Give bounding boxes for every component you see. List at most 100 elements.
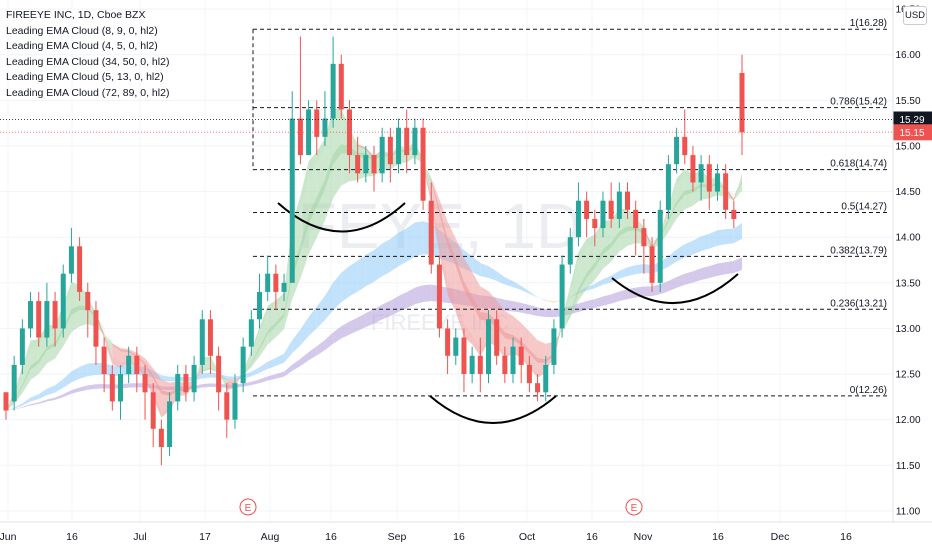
ema-cloud-5-13 — [513, 315, 522, 357]
ema-cloud-72-89 — [594, 296, 603, 308]
candle-body — [420, 127, 426, 201]
ema-cloud-34-50 — [14, 403, 23, 409]
ema-cloud-72-89 — [6, 409, 15, 411]
ema-cloud-34-50 — [692, 236, 702, 255]
candle-body — [551, 328, 557, 365]
ema-cloud-34-50 — [504, 277, 514, 287]
ema-cloud-34-50 — [602, 275, 612, 285]
candle-body — [543, 364, 549, 393]
candle-body — [445, 328, 451, 356]
ema-cloud-8-9 — [562, 313, 571, 336]
indicator-item[interactable]: Leading EMA Cloud (72, 89, 0, hl2) — [6, 86, 170, 99]
candle-body — [44, 301, 50, 338]
candle-body — [199, 319, 205, 365]
ema-cloud-34-50 — [341, 266, 350, 303]
ema-cloud-34-50 — [365, 250, 374, 287]
ema-cloud-72-89 — [284, 364, 293, 377]
ema-cloud-72-89 — [652, 284, 661, 297]
currency-button[interactable]: USD — [903, 6, 927, 25]
ema-cloud-72-89 — [22, 404, 31, 408]
ema-cloud-8-9 — [586, 262, 595, 279]
ema-cloud-72-89 — [324, 332, 334, 351]
ema-cloud-8-9 — [300, 214, 309, 254]
ema-cloud-72-89 — [300, 352, 309, 367]
indicator-item[interactable]: Leading EMA Cloud (34, 50, 0, hl2) — [6, 55, 170, 68]
ema-cloud-4-5 — [357, 144, 366, 150]
indicator-item[interactable]: Leading EMA Cloud (4, 5, 0, hl2) — [6, 40, 158, 52]
ema-cloud-5-13 — [431, 178, 440, 241]
ema-cloud-72-89 — [545, 309, 554, 318]
candle-body — [371, 155, 377, 174]
ema-cloud-34-50 — [586, 283, 595, 291]
candle-body — [657, 209, 663, 283]
earnings-marker[interactable] — [625, 498, 643, 516]
ema-cloud-72-89 — [349, 317, 358, 335]
candle-body — [273, 273, 279, 292]
ema-cloud-72-89 — [30, 402, 39, 406]
ema-cloud-5-13 — [668, 186, 677, 233]
ema-cloud-72-89 — [292, 358, 301, 371]
symbol-title[interactable]: FIREEYE INC, 1D, Cboe BZX — [6, 9, 146, 21]
ema-cloud-34-50 — [537, 297, 546, 302]
x-tick-label: 16 — [586, 531, 598, 543]
ema-cloud-5-13 — [586, 242, 595, 289]
fib-label: 0.5(14.27) — [841, 202, 887, 213]
ema-cloud-72-89 — [259, 376, 268, 384]
ema-cloud-8-9 — [684, 189, 693, 196]
ema-cloud-4-5 — [300, 161, 309, 211]
ema-cloud-72-89 — [521, 302, 530, 315]
ema-cloud-8-9 — [46, 342, 56, 351]
indicator-item[interactable]: Leading EMA Cloud (8, 9, 0, hl2) — [6, 24, 158, 37]
ema-cloud-8-9 — [22, 365, 31, 387]
candle-body — [52, 301, 58, 329]
ema-cloud-34-50 — [226, 376, 235, 380]
ema-cloud-72-89 — [684, 271, 693, 285]
ema-cloud-5-13 — [38, 330, 47, 374]
ema-cloud-72-89 — [504, 299, 514, 312]
ema-cloud-8-9 — [537, 358, 546, 363]
candle-body — [101, 346, 107, 375]
ema-cloud-5-13 — [447, 221, 456, 299]
ema-cloud-72-89 — [55, 394, 64, 400]
ema-cloud-34-50 — [717, 229, 726, 246]
ema-cloud-34-50 — [292, 329, 301, 354]
ema-cloud-72-89 — [529, 305, 538, 316]
candle-body — [649, 246, 655, 283]
candle-body — [461, 337, 467, 375]
ema-cloud-4-5 — [439, 240, 448, 295]
candle-body — [592, 218, 598, 229]
ema-cloud-72-89 — [398, 292, 407, 312]
ema-cloud-5-13 — [300, 177, 309, 279]
candle-body — [502, 355, 508, 375]
candle-body — [731, 209, 737, 219]
y-axis[interactable]: 16.5016.0015.5015.0014.5014.0013.5013.00… — [892, 0, 921, 522]
ema-cloud-34-50 — [521, 285, 530, 294]
earnings-marker-label: E — [245, 503, 252, 514]
ema-cloud-8-9 — [733, 181, 742, 196]
candle-body — [134, 355, 140, 375]
y-tick-label: 14.50 — [895, 187, 920, 198]
fib-label: 0.618(14.74) — [830, 159, 887, 170]
candle-body — [19, 328, 25, 365]
ema-cloud-8-9 — [472, 296, 481, 321]
earnings-marker[interactable] — [239, 498, 257, 516]
indicator-item[interactable]: Leading EMA Cloud (5, 13, 0, hl2) — [6, 71, 164, 83]
candle-body — [453, 337, 459, 356]
candle-body — [559, 264, 565, 329]
ema-cloud-8-9 — [619, 226, 628, 237]
candle-body — [175, 374, 181, 402]
candle-body — [28, 301, 34, 329]
fib-label: 1(16.28) — [850, 18, 887, 29]
ema-cloud-72-89 — [660, 280, 669, 295]
ema-cloud-4-5 — [578, 238, 587, 265]
cup-arc — [429, 395, 557, 424]
candle-body — [641, 228, 647, 247]
candle-body — [191, 364, 197, 393]
candle-body — [665, 164, 671, 210]
x-axis[interactable]: Jun 16 Jul 17 Aug 16 Sep 16 Oct 16 Nov 16 Dec 16 — [0, 521, 932, 543]
ema-cloud-8-9 — [594, 249, 603, 269]
ema-cloud-34-50 — [30, 394, 39, 402]
candle-body — [289, 118, 295, 283]
